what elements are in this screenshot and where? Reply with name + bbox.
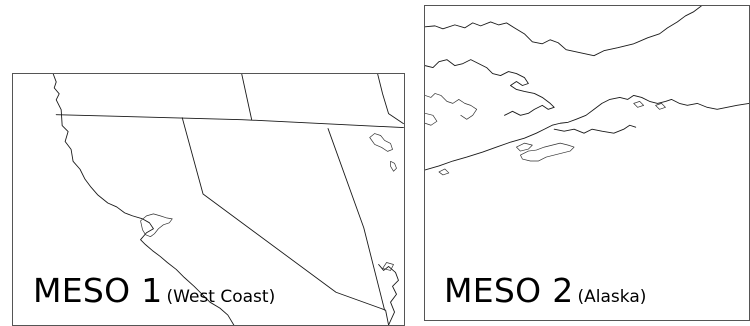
alaska-lower-coastline	[425, 94, 749, 171]
meso-2-map-panel: MESO 2 (Alaska)	[424, 5, 750, 321]
small-island-3	[633, 101, 644, 108]
small-island-1	[516, 142, 533, 152]
west-coast-map	[52, 74, 404, 325]
utah-lake	[390, 160, 397, 172]
alaska-small-coast-2	[425, 112, 438, 126]
meso-2-label: MESO 2 (Alaska)	[444, 274, 646, 307]
state-border-north	[55, 114, 404, 129]
small-island-2	[438, 168, 450, 176]
meso-2-title: MESO 2	[444, 271, 574, 310]
west-coast-coastline	[52, 74, 235, 325]
alaska-map	[425, 6, 749, 176]
meso-1-region: (West Coast)	[166, 287, 276, 307]
sf-bay-outline	[140, 213, 173, 238]
state-border-ca-nv	[181, 117, 390, 325]
state-border-nv-ut	[327, 128, 386, 311]
meso-1-title: MESO 1	[33, 271, 163, 310]
meso-2-region: (Alaska)	[577, 287, 647, 307]
great-salt-lake	[369, 133, 393, 152]
alaska-inlet-coastline	[425, 59, 555, 116]
meso-1-label: MESO 1 (West Coast)	[33, 274, 275, 307]
alaska-peninsula-south	[553, 124, 637, 134]
state-border-or-id	[241, 74, 253, 121]
alaska-upper-coastline	[425, 6, 702, 57]
state-border-idaho	[377, 74, 404, 125]
lake-mead	[382, 262, 394, 271]
meso-1-map-panel: MESO 1 (West Coast)	[12, 73, 405, 326]
kodiak-island	[520, 142, 575, 162]
colorado-river-border	[378, 264, 399, 325]
alaska-small-coast-1	[425, 93, 478, 120]
small-island-4	[655, 103, 666, 110]
